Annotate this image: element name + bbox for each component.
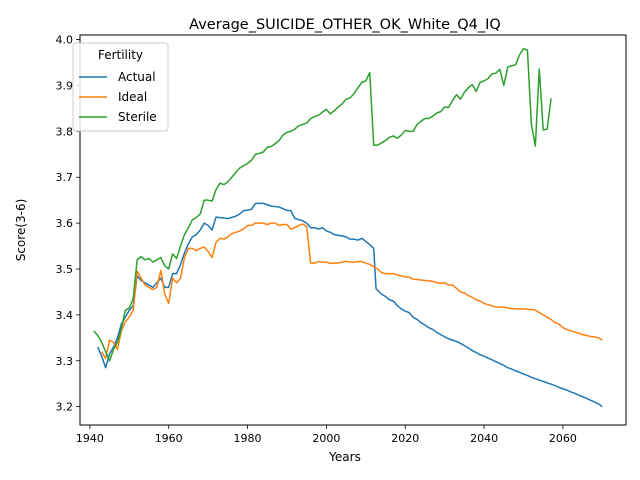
x-tick-label: 2060 <box>549 432 577 445</box>
x-tick-label: 2020 <box>391 432 419 445</box>
legend-label-sterile: Sterile <box>118 110 157 124</box>
x-axis-label: Years <box>328 450 361 464</box>
legend-label-ideal: Ideal <box>118 90 147 104</box>
y-tick-label: 3.7 <box>56 171 74 184</box>
y-tick-label: 3.4 <box>56 309 74 322</box>
y-tick-label: 4.0 <box>56 34 74 47</box>
y-tick-label: 3.3 <box>56 355 74 368</box>
y-axis-label: Score(3-6) <box>14 199 28 262</box>
series-line-ideal <box>102 223 603 358</box>
y-tick-label: 3.5 <box>56 263 74 276</box>
x-tick-label: 1960 <box>155 432 183 445</box>
x-tick-label: 2040 <box>470 432 498 445</box>
legend-label-actual: Actual <box>118 70 156 84</box>
y-tick-label: 3.2 <box>56 401 74 414</box>
x-axis: 1940 1960 1980 2000 2020 2040 2060 <box>76 425 577 445</box>
x-tick-label: 2000 <box>312 432 340 445</box>
y-tick-label: 3.6 <box>56 217 74 230</box>
x-tick-label: 1940 <box>76 432 104 445</box>
plot-area <box>94 49 603 407</box>
y-tick-label: 3.8 <box>56 125 74 138</box>
legend-title: Fertility <box>98 48 143 62</box>
legend: Fertility Actual Ideal Sterile <box>73 43 168 131</box>
chart-title: Average_SUICIDE_OTHER_OK_White_Q4_IQ <box>189 17 501 33</box>
x-tick-label: 1980 <box>234 432 262 445</box>
series-line-actual <box>98 203 603 406</box>
y-tick-label: 3.9 <box>56 79 74 92</box>
